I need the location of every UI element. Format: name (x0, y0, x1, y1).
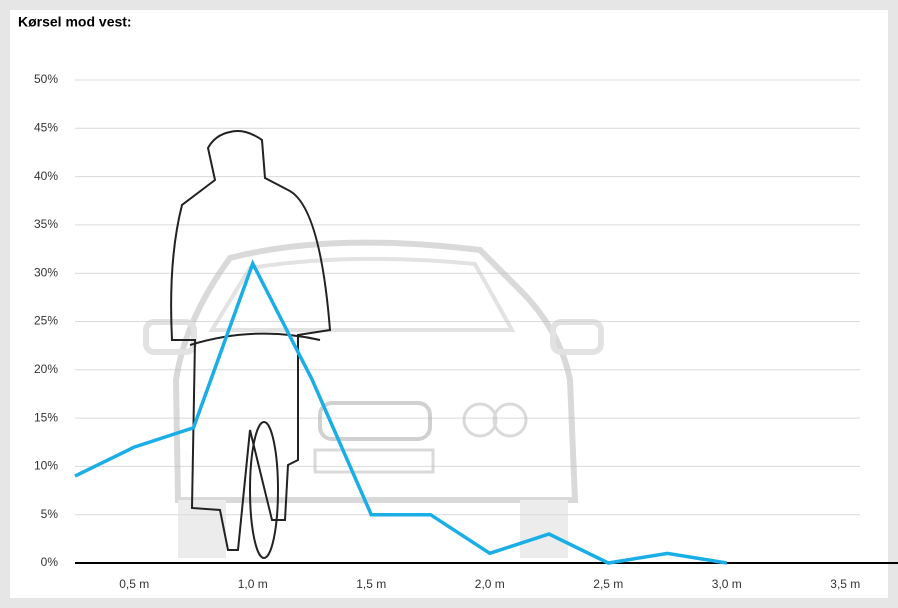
x-tick-label: 3,0 m (712, 577, 742, 591)
chart-title: Kørsel mod vest: (18, 14, 132, 30)
y-tick-label: 50% (34, 72, 58, 86)
x-tick-label: 2,0 m (475, 577, 505, 591)
y-tick-label: 15% (34, 410, 58, 424)
car-plate (315, 450, 433, 472)
y-tick-label: 35% (34, 217, 58, 231)
car-light (464, 404, 496, 436)
y-tick-label: 30% (34, 265, 58, 279)
y-tick-label: 10% (34, 459, 58, 473)
illustration (146, 243, 601, 558)
x-tick-label: 1,5 m (356, 577, 386, 591)
car-wheel (520, 500, 568, 558)
car-light (494, 404, 526, 436)
x-tick-label: 0,5 m (119, 577, 149, 591)
cyclist (171, 131, 330, 558)
x-tick-label: 3,5 m (830, 577, 860, 591)
y-tick-label: 20% (34, 362, 58, 376)
y-tick-label: 0% (41, 555, 59, 569)
handlebar (190, 334, 320, 345)
y-tick-label: 5% (41, 507, 59, 521)
y-tick-label: 25% (34, 314, 58, 328)
page: {"chart_data":{"type":"line","title":"Kø… (0, 0, 898, 608)
y-tick-label: 45% (34, 120, 58, 134)
chart: Kørsel mod vest: 0% 5% 10% 15% 20% 25% 30% 35% 4… (0, 0, 898, 608)
x-tick-label: 2,5 m (593, 577, 623, 591)
x-tick-label: 1,0 m (238, 577, 268, 591)
y-tick-label: 40% (34, 169, 58, 183)
data-line (75, 264, 727, 563)
car-body (176, 243, 575, 500)
